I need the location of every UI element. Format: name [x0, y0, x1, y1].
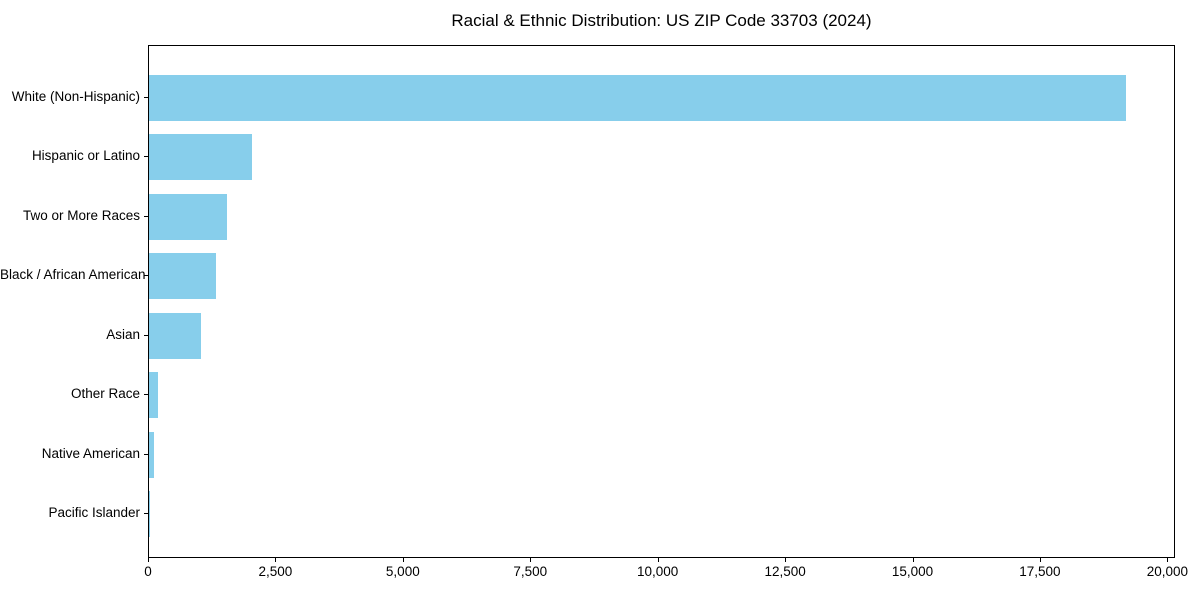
x-tick-label-0: 0 [144, 564, 152, 579]
bar-other-race [149, 372, 159, 419]
x-tick-mark [530, 558, 532, 562]
x-tick-label-17-500: 17,500 [1019, 564, 1061, 579]
y-tick-mark [144, 453, 148, 455]
bar-native-american [149, 431, 154, 478]
x-tick-mark [402, 558, 404, 562]
y-tick-label-other-race: Other Race [70, 386, 140, 402]
y-tick-mark [144, 96, 148, 98]
x-tick-mark [1167, 558, 1169, 562]
x-tick-mark [912, 558, 914, 562]
bar-asian [149, 312, 201, 359]
x-tick-mark [657, 558, 659, 562]
bar-pacific-islander [149, 491, 150, 538]
y-tick-mark [144, 215, 148, 217]
x-tick-label-20-000: 20,000 [1146, 564, 1188, 579]
x-tick-label-15-000: 15,000 [891, 564, 934, 579]
bar-hispanic-or-latino [149, 134, 253, 181]
x-tick-mark [1039, 558, 1041, 562]
y-tick-mark [144, 513, 148, 515]
y-tick-label-two-or-more-races: Two or More Races [22, 207, 140, 223]
y-tick-label-black-african-american: Black / African American [0, 267, 146, 283]
y-tick-label-white-non-hispanic: White (Non-Hispanic) [11, 88, 140, 104]
y-tick-label-asian: Asian [106, 326, 140, 342]
y-tick-label-hispanic-or-latino: Hispanic or Latino [31, 148, 140, 164]
y-tick-mark [144, 334, 148, 336]
x-tick-label-2-500: 2,500 [258, 564, 293, 579]
y-tick-label-pacific-islander: Pacific Islander [48, 505, 140, 521]
x-tick-mark [148, 558, 149, 562]
bar-two-or-more-races [149, 193, 228, 240]
chart-title: Racial & Ethnic Distribution: US ZIP Cod… [451, 11, 872, 30]
bar-white-non-hispanic [149, 74, 1126, 121]
x-tick-label-12-500: 12,500 [764, 564, 806, 579]
x-tick-label-10-000: 10,000 [637, 564, 679, 579]
y-tick-mark [144, 275, 148, 277]
y-tick-mark [144, 156, 148, 158]
y-tick-label-native-american: Native American [41, 445, 140, 461]
x-tick-label-5-000: 5,000 [385, 564, 420, 579]
y-tick-mark [144, 394, 148, 396]
plot-area [148, 45, 1175, 558]
bar-black-african-american [149, 253, 216, 300]
x-tick-label-7-500: 7,500 [513, 564, 548, 579]
x-tick-mark [275, 558, 277, 562]
x-tick-mark [785, 558, 787, 562]
